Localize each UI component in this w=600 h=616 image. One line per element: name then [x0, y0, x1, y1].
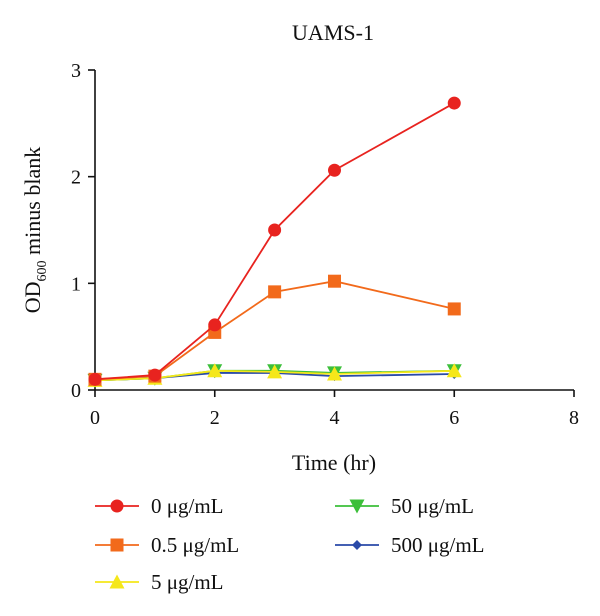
data-point	[207, 363, 223, 378]
legend-marker	[349, 499, 365, 514]
legend: 0 μg/mL 0.5 μg/mL 5 μg/mL 50 μg/mL 500 μg/mL	[95, 494, 485, 594]
data-point	[148, 368, 162, 382]
series-1	[88, 96, 461, 386]
data-point	[268, 223, 282, 237]
legend-label: 500 μg/mL	[391, 533, 485, 557]
data-point	[267, 364, 283, 379]
legend-label: 5 μg/mL	[151, 570, 224, 594]
legend-marker	[110, 538, 124, 552]
y-tick-label: 1	[71, 273, 81, 295]
legend-label: 0.5 μg/mL	[151, 533, 239, 557]
series-line	[94, 102, 455, 381]
data-point	[268, 285, 282, 299]
legend-marker	[110, 499, 124, 513]
data-point	[327, 366, 342, 381]
y-tick-label: 3	[71, 60, 81, 82]
legend-item: 5 μg/mL	[95, 570, 224, 594]
series-line	[94, 369, 455, 382]
x-tick-label: 8	[569, 407, 579, 429]
x-tick-label: 4	[330, 407, 340, 429]
legend-item: 0 μg/mL	[95, 494, 224, 518]
data-point	[328, 163, 341, 177]
y-axis-label-main: OD	[20, 281, 45, 313]
legend-label: 50 μg/mL	[391, 494, 474, 518]
data-point	[447, 302, 461, 316]
y-axis-label-rest: minus blank	[20, 147, 45, 261]
x-tick-label: 0	[90, 407, 100, 429]
data-point	[328, 274, 341, 288]
y-tick-label: 2	[71, 167, 81, 189]
chart-title: UAMS-1	[292, 20, 374, 45]
x-axis-label: Time (hr)	[292, 450, 376, 475]
data-point	[88, 372, 102, 386]
y-axis-label: OD600 minus blank	[20, 147, 50, 313]
y-tick-label: 0	[71, 380, 81, 402]
legend-marker	[352, 540, 362, 550]
data-point	[447, 96, 461, 110]
legend-item: 0.5 μg/mL	[95, 533, 239, 557]
data-point	[446, 363, 462, 378]
x-tick-label: 6	[449, 407, 459, 429]
legend-marker	[109, 574, 125, 589]
legend-label: 0 μg/mL	[151, 494, 224, 518]
y-axis-label-subscript: 600	[35, 260, 50, 281]
x-tick-label: 2	[210, 407, 220, 429]
legend-item: 500 μg/mL	[335, 533, 485, 557]
legend-item: 50 μg/mL	[335, 494, 474, 518]
data-point	[208, 318, 222, 332]
